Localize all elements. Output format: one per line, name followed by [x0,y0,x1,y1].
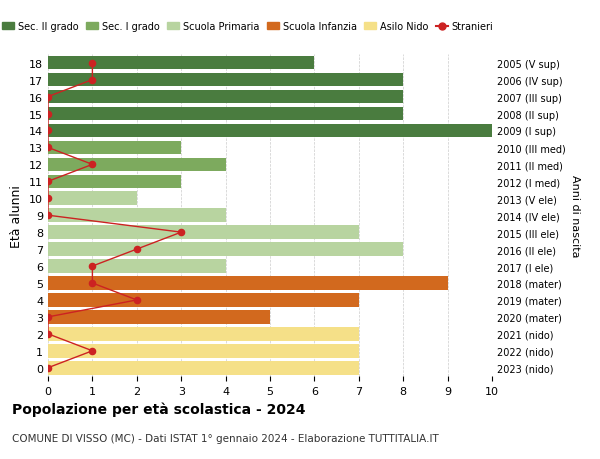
Bar [48,243,403,256]
Point [132,297,142,304]
Point [43,364,53,372]
Bar [48,175,181,189]
Bar [48,192,137,206]
Bar [48,209,226,223]
Bar [48,293,359,307]
Point [43,313,53,321]
Text: COMUNE DI VISSO (MC) - Dati ISTAT 1° gennaio 2024 - Elaborazione TUTTITALIA.IT: COMUNE DI VISSO (MC) - Dati ISTAT 1° gen… [12,433,439,442]
Bar [48,277,448,290]
Point [132,246,142,253]
Point [43,128,53,135]
Bar [48,90,403,104]
Bar [48,327,359,341]
Point [88,60,97,67]
Point [43,145,53,152]
Bar [48,260,226,273]
Point [88,77,97,84]
Bar [48,310,270,324]
Bar [48,74,403,87]
Bar [48,226,359,240]
Point [88,161,97,168]
Point [88,347,97,355]
Bar [48,57,314,70]
Point [88,280,97,287]
Bar [48,344,359,358]
Bar [48,158,226,172]
Point [43,330,53,338]
Text: Popolazione per età scolastica - 2024: Popolazione per età scolastica - 2024 [12,402,305,416]
Point [43,94,53,101]
Point [88,263,97,270]
Legend: Sec. II grado, Sec. I grado, Scuola Primaria, Scuola Infanzia, Asilo Nido, Stran: Sec. II grado, Sec. I grado, Scuola Prim… [0,18,497,36]
Point [43,212,53,219]
Bar [48,124,492,138]
Point [43,178,53,185]
Bar [48,361,359,375]
Point [43,195,53,202]
Bar [48,107,403,121]
Bar [48,141,181,155]
Point [43,111,53,118]
Y-axis label: Anni di nascita: Anni di nascita [569,174,580,257]
Y-axis label: Età alunni: Età alunni [10,185,23,247]
Point [176,229,186,236]
